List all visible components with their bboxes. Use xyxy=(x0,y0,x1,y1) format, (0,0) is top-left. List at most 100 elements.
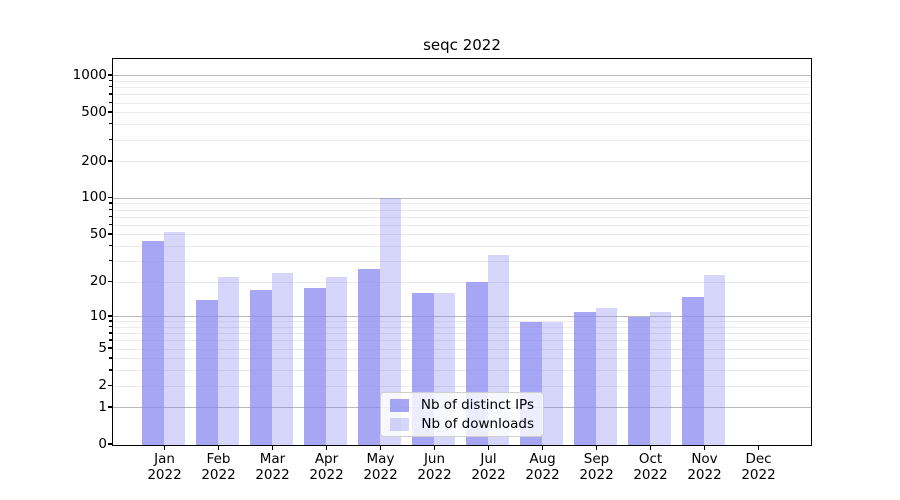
y-minor-tick-mark xyxy=(109,369,112,371)
legend: Nb of distinct IPs Nb of downloads xyxy=(380,392,544,437)
legend-swatch-distinct-ips xyxy=(390,398,409,412)
y-minor-tick-mark xyxy=(109,138,112,140)
gridline-2 xyxy=(112,385,811,387)
y-tick-label-2: 2 xyxy=(98,377,107,394)
bar-apr-downloads xyxy=(325,277,348,445)
x-tick-label-dec: Dec 2022 xyxy=(741,451,776,483)
x-tick-mark xyxy=(217,445,220,450)
gridline-100 xyxy=(112,197,811,199)
y-tick-mark xyxy=(107,111,112,113)
gridline-10 xyxy=(112,316,811,318)
x-tick-label-jun: Jun 2022 xyxy=(417,451,452,483)
gridline-700 xyxy=(112,94,811,96)
y-tick-label-200: 200 xyxy=(81,152,107,169)
x-tick-label-nov: Nov 2022 xyxy=(687,451,722,483)
y-minor-tick-mark xyxy=(109,357,112,359)
legend-entry-distinct-ips: Nb of distinct IPs xyxy=(390,397,534,413)
y-minor-tick-mark xyxy=(109,79,112,82)
x-tick-mark xyxy=(271,445,274,450)
y-minor-tick-mark xyxy=(109,202,112,204)
y-tick-mark xyxy=(107,74,112,76)
x-tick-mark xyxy=(163,445,166,450)
x-tick-mark xyxy=(649,445,652,450)
legend-label-downloads: Nb of downloads xyxy=(421,416,534,432)
x-tick-label-feb: Feb 2022 xyxy=(201,451,236,483)
gridline-6 xyxy=(112,340,811,342)
bar-mar-distinct-ips xyxy=(250,290,272,445)
gridline-5 xyxy=(112,348,811,350)
bar-nov-distinct-ips xyxy=(682,296,704,445)
y-tick-label-100: 100 xyxy=(81,189,107,206)
x-tick-mark xyxy=(541,445,544,450)
legend-entry-downloads: Nb of downloads xyxy=(390,416,534,432)
x-tick-label-sep: Sep 2022 xyxy=(579,451,614,483)
y-tick-label-1: 1 xyxy=(98,398,107,415)
bar-may-distinct-ips xyxy=(358,268,380,445)
x-tick-label-may: May 2022 xyxy=(363,451,398,483)
y-minor-tick-mark xyxy=(109,215,112,217)
gridline-20 xyxy=(112,281,811,283)
y-tick-mark xyxy=(107,347,112,350)
x-tick-mark xyxy=(757,445,760,450)
gridline-30 xyxy=(112,260,811,262)
bar-sep-distinct-ips xyxy=(574,312,596,445)
x-tick-mark xyxy=(487,445,490,450)
bar-feb-downloads xyxy=(217,277,240,445)
gridline-40 xyxy=(112,246,811,248)
y-tick-label-10: 10 xyxy=(89,307,107,324)
x-tick-label-jul: Jul 2022 xyxy=(471,451,506,483)
gridline-600 xyxy=(112,102,811,104)
gridline-1000 xyxy=(112,75,811,77)
bar-nov-downloads xyxy=(703,275,726,445)
y-minor-tick-mark xyxy=(109,123,112,125)
x-tick-mark xyxy=(325,445,328,450)
gridline-50 xyxy=(112,234,811,236)
y-minor-tick-mark xyxy=(109,208,112,210)
bar-feb-distinct-ips xyxy=(196,300,218,445)
y-tick-label-50: 50 xyxy=(89,225,107,242)
y-tick-mark xyxy=(107,233,112,235)
bar-may-downloads xyxy=(379,198,402,445)
bar-oct-distinct-ips xyxy=(628,316,650,445)
gridline-60 xyxy=(112,224,811,226)
bar-jan-distinct-ips xyxy=(142,241,164,445)
y-minor-tick-mark xyxy=(109,101,112,103)
gridline-900 xyxy=(112,80,811,82)
bar-aug-downloads xyxy=(541,321,564,445)
x-tick-mark xyxy=(703,445,706,450)
gridline-400 xyxy=(112,124,811,126)
y-minor-tick-mark xyxy=(109,86,112,88)
gridline-300 xyxy=(112,139,811,141)
y-tick-mark xyxy=(107,406,112,408)
x-tick-label-oct: Oct 2022 xyxy=(633,451,668,483)
y-tick-mark xyxy=(107,196,112,199)
gridline-4 xyxy=(112,358,811,360)
x-tick-label-mar: Mar 2022 xyxy=(255,451,290,483)
gridline-90 xyxy=(112,203,811,205)
legend-label-distinct-ips: Nb of distinct IPs xyxy=(420,397,534,413)
y-tick-mark xyxy=(107,443,112,445)
bar-sep-downloads xyxy=(595,307,618,445)
y-tick-label-5: 5 xyxy=(98,340,107,357)
gridline-9 xyxy=(112,321,811,323)
chart-title: seqc 2022 xyxy=(423,36,501,54)
y-minor-tick-mark xyxy=(109,320,112,322)
x-tick-label-aug: Aug 2022 xyxy=(525,451,560,483)
y-minor-tick-mark xyxy=(109,245,112,247)
x-tick-mark xyxy=(379,445,382,450)
gridline-200 xyxy=(112,161,811,163)
x-tick-mark xyxy=(433,445,436,450)
y-tick-label-1000: 1000 xyxy=(72,66,107,83)
y-minor-tick-mark xyxy=(109,326,112,328)
gridline-7 xyxy=(112,333,811,335)
y-minor-tick-mark xyxy=(109,332,112,334)
gridline-800 xyxy=(112,87,811,89)
y-minor-tick-mark xyxy=(109,93,112,95)
y-tick-mark xyxy=(107,280,112,283)
bar-apr-distinct-ips xyxy=(304,287,326,445)
y-tick-mark xyxy=(107,384,112,387)
legend-swatch-downloads xyxy=(390,417,410,431)
bar-mar-downloads xyxy=(271,272,294,445)
bar-jan-downloads xyxy=(163,231,186,445)
